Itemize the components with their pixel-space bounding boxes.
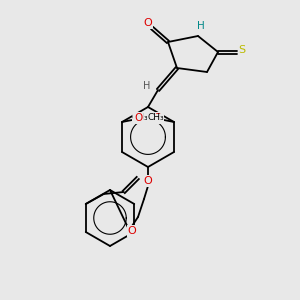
Text: O: O (154, 113, 162, 123)
Text: O: O (144, 176, 152, 186)
Text: H: H (143, 81, 151, 91)
Text: CH₃: CH₃ (132, 113, 148, 122)
Text: CH₃: CH₃ (148, 113, 164, 122)
Text: O: O (128, 226, 136, 236)
Text: O: O (144, 18, 152, 28)
Text: O: O (134, 113, 142, 123)
Text: S: S (238, 45, 246, 55)
Text: H: H (197, 21, 205, 31)
